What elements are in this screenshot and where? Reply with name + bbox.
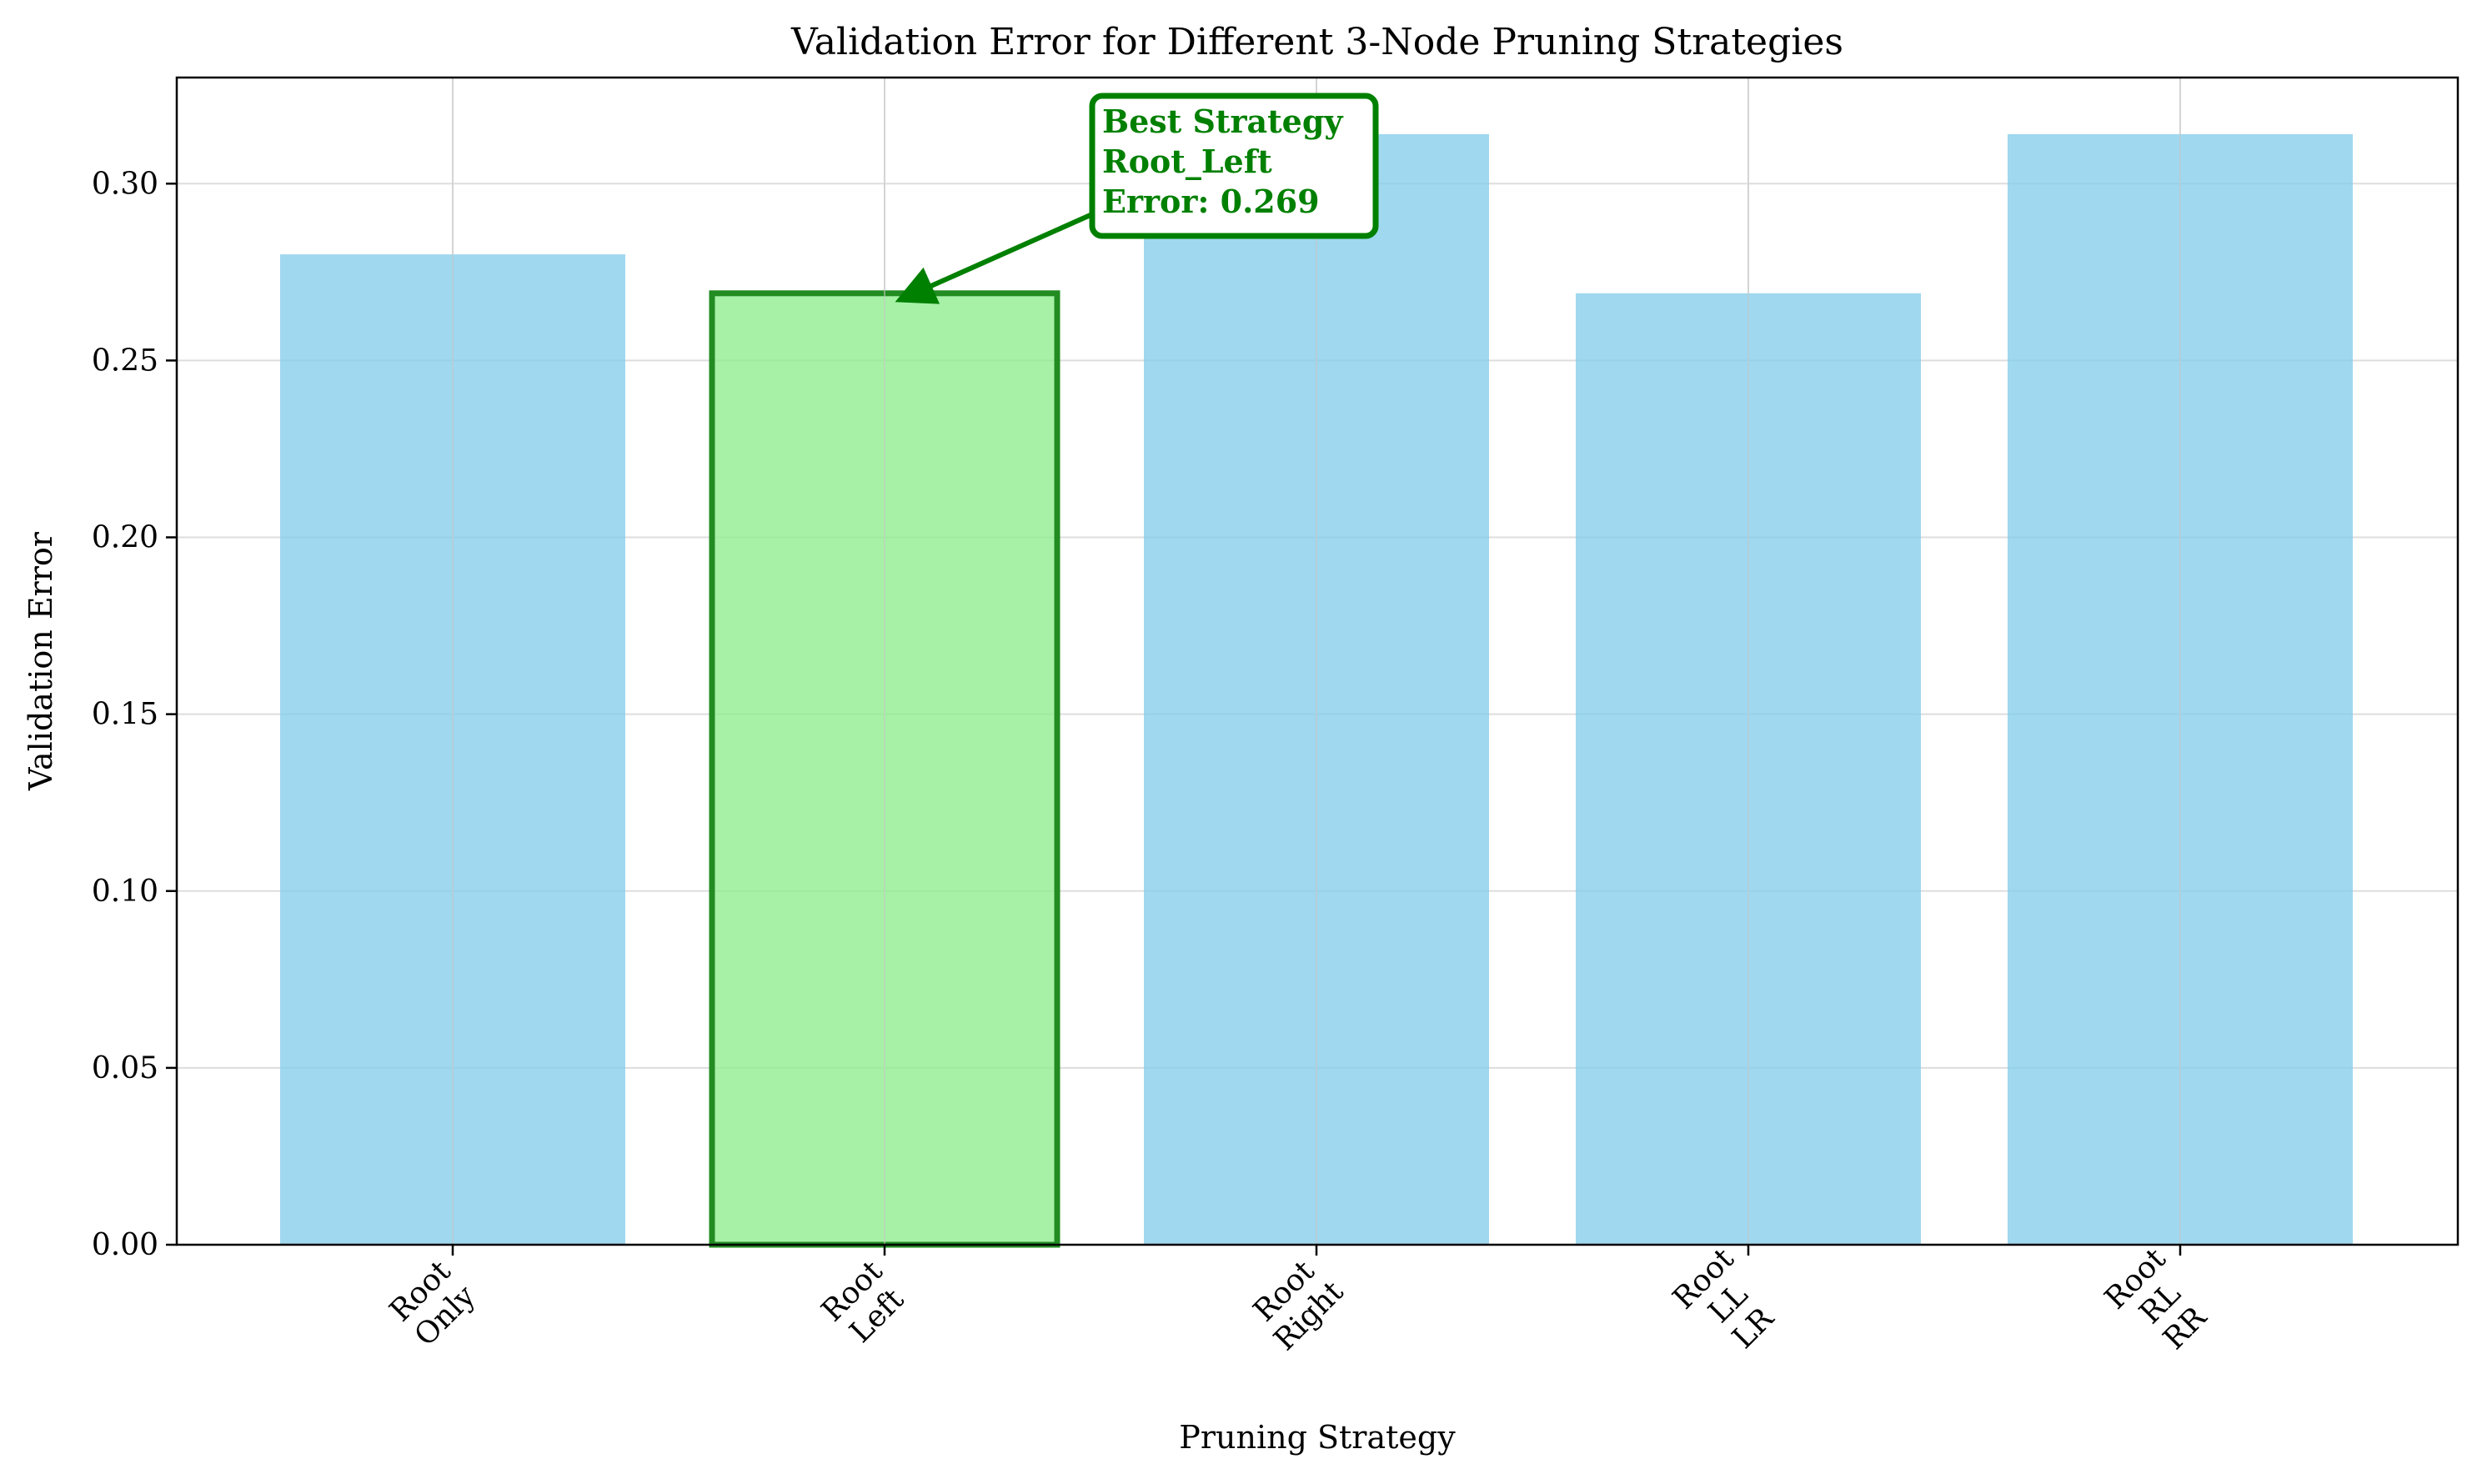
annotation-layer: Best Strategy Root_Left Error: 0.269 [895, 93, 1379, 304]
axes-layer [166, 76, 2459, 1256]
labels-layer: 0.00 0.05 0.10 0.15 0.20 0.25 0.30 RootOnly Root… [23, 21, 2214, 1456]
x-tick-label-text: RootOnly [384, 1254, 483, 1353]
y-tick-label: 0.30 [92, 167, 158, 201]
y-tick-label: 0.15 [92, 698, 158, 732]
y-tick-label: 0.20 [92, 521, 158, 555]
annotation-line: Best Strategy [1102, 103, 1343, 140]
annotation-box [1089, 93, 1379, 239]
chart-title: Validation Error for Different 3-Node Pr… [790, 21, 1843, 63]
y-tick-label: 0.00 [92, 1228, 158, 1262]
annotation-line: Error: 0.269 [1102, 183, 1320, 220]
y-axis-label: Validation Error [23, 531, 59, 791]
annotation-line: Root_Left [1102, 143, 1272, 180]
x-axis-label: Pruning Strategy [1179, 1419, 1456, 1456]
annotation-arrow [895, 212, 1094, 304]
y-tick-label: 0.25 [92, 343, 158, 378]
annotation-text: Best Strategy Root_Left Error: 0.269 [1102, 103, 1343, 220]
y-tick-label: 0.10 [92, 875, 158, 909]
y-tick-label: 0.05 [92, 1051, 158, 1085]
x-tick-label: RootOnly [384, 1254, 483, 1353]
